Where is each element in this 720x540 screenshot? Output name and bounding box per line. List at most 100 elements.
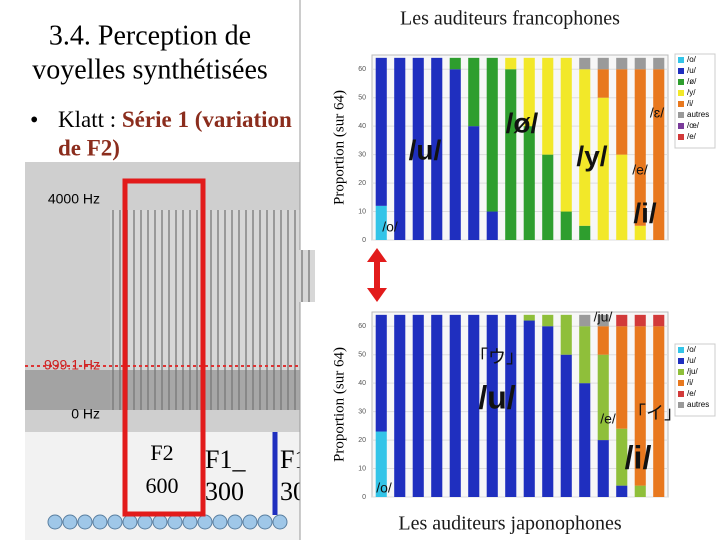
legend-label: /y/ bbox=[687, 88, 696, 97]
chart: Les auditeurs japonophones Proportion (su… bbox=[331, 309, 716, 535]
annotation: /ɛ/ bbox=[650, 105, 664, 121]
annotation: 「イ」 bbox=[628, 403, 682, 423]
bar-segment bbox=[468, 314, 480, 497]
y-axis-label: Proportion (sur 64) bbox=[331, 347, 347, 462]
y-tick-label: 60 bbox=[358, 66, 366, 73]
y-tick-label: 30 bbox=[358, 151, 366, 158]
annotation: /ju/ bbox=[594, 309, 613, 325]
legend-label: /u/ bbox=[687, 66, 697, 75]
legend-swatch bbox=[678, 391, 684, 397]
bullet: Klatt : Série 1 (variation bbox=[58, 107, 292, 132]
legend-label: /ø/ bbox=[687, 77, 697, 86]
bar-segment bbox=[579, 326, 591, 384]
legend-label: /u/ bbox=[687, 356, 697, 365]
bar-segment bbox=[505, 57, 517, 70]
highlight-label: F2 bbox=[150, 440, 173, 465]
bar-segment bbox=[468, 126, 480, 240]
bar-segment bbox=[634, 314, 646, 327]
bar-segment bbox=[653, 326, 665, 497]
bar-segment bbox=[375, 57, 387, 206]
bar-segment bbox=[597, 440, 609, 497]
legend-swatch bbox=[678, 57, 684, 63]
legend-label: autres bbox=[687, 110, 709, 119]
bar-segment bbox=[653, 57, 665, 70]
chart-title: Les auditeurs japonophones bbox=[398, 513, 621, 535]
bar-segment bbox=[542, 57, 554, 155]
freq-label: 999.1 Hz bbox=[44, 357, 100, 373]
annotation: /u/ bbox=[409, 134, 442, 165]
bar-segment bbox=[412, 314, 424, 497]
legend-label: /ju/ bbox=[687, 367, 698, 376]
bar-segment bbox=[523, 57, 535, 127]
annotation: /o/ bbox=[376, 480, 392, 496]
annotation: /ø/ bbox=[506, 107, 539, 138]
annotation: 「ウ」 bbox=[470, 347, 524, 367]
cell-value: 300 bbox=[205, 477, 244, 506]
bar-segment bbox=[634, 225, 646, 240]
bar-segment bbox=[505, 314, 517, 497]
y-tick-label: 40 bbox=[358, 380, 366, 387]
bar-segment bbox=[616, 154, 628, 240]
y-axis-label: Proportion (sur 64) bbox=[331, 90, 347, 205]
bar-segment bbox=[616, 57, 628, 70]
bar-segment bbox=[486, 211, 498, 240]
bar-segment bbox=[431, 57, 443, 240]
legend-swatch bbox=[678, 90, 684, 96]
bar-segment bbox=[616, 314, 628, 327]
legend-swatch bbox=[678, 79, 684, 85]
legend-swatch bbox=[678, 101, 684, 107]
bar-segment bbox=[523, 320, 535, 497]
bar-segment bbox=[597, 97, 609, 240]
link-arrow bbox=[367, 248, 387, 302]
bar-segment bbox=[486, 57, 498, 212]
bar-segment bbox=[597, 69, 609, 98]
spectrogram: 4000 Hz 999.1 Hz 0 Hz F1_ 300 F1 30 F2 6… bbox=[25, 162, 315, 540]
bar-segment bbox=[542, 154, 554, 240]
bar-segment bbox=[449, 314, 461, 497]
bar-segment bbox=[597, 57, 609, 70]
bar-segment bbox=[579, 314, 591, 327]
bead-row bbox=[47, 514, 288, 530]
y-tick-label: 10 bbox=[358, 208, 366, 215]
y-tick-label: 10 bbox=[358, 465, 366, 472]
bar-segment bbox=[653, 69, 665, 240]
bullet-marker: • bbox=[30, 108, 38, 134]
y-tick-label: 20 bbox=[358, 437, 366, 444]
legend-swatch bbox=[678, 380, 684, 386]
annotation: /o/ bbox=[382, 219, 398, 235]
y-tick-label: 0 bbox=[362, 237, 366, 244]
bar-segment bbox=[634, 485, 646, 497]
y-tick-label: 50 bbox=[358, 352, 366, 359]
cell-label: F1_ bbox=[205, 445, 246, 474]
annotation: /e/ bbox=[600, 411, 616, 427]
bar-segment bbox=[560, 57, 572, 212]
bar-segment bbox=[634, 326, 646, 486]
chart-title: Les auditeurs francophones bbox=[400, 8, 620, 30]
bar-segment bbox=[523, 126, 535, 240]
annotation: /i/ bbox=[625, 439, 652, 475]
legend-label: /e/ bbox=[687, 389, 697, 398]
bar-segment bbox=[616, 326, 628, 429]
annotation: /u/ bbox=[478, 379, 515, 415]
highlight-box bbox=[122, 178, 206, 517]
bar-segment bbox=[579, 225, 591, 240]
legend-label: /o/ bbox=[687, 55, 697, 64]
y-tick-label: 20 bbox=[358, 180, 366, 187]
bullet-label: Klatt : bbox=[58, 107, 122, 132]
legend-swatch bbox=[678, 347, 684, 353]
freq-label: 0 Hz bbox=[71, 406, 100, 422]
bar-segment bbox=[523, 314, 535, 321]
bar-segment bbox=[505, 69, 517, 240]
legend-label: /i/ bbox=[687, 99, 694, 108]
bullet-emphasis: Série 1 (variation bbox=[122, 107, 292, 132]
bar-segment bbox=[579, 383, 591, 497]
legend-swatch bbox=[678, 369, 684, 375]
bar-segment bbox=[616, 69, 628, 155]
y-tick-label: 30 bbox=[358, 408, 366, 415]
bar-segment bbox=[486, 314, 498, 497]
bar-segment bbox=[560, 211, 572, 240]
bar-segment bbox=[597, 314, 609, 327]
bar-segment bbox=[375, 314, 387, 432]
